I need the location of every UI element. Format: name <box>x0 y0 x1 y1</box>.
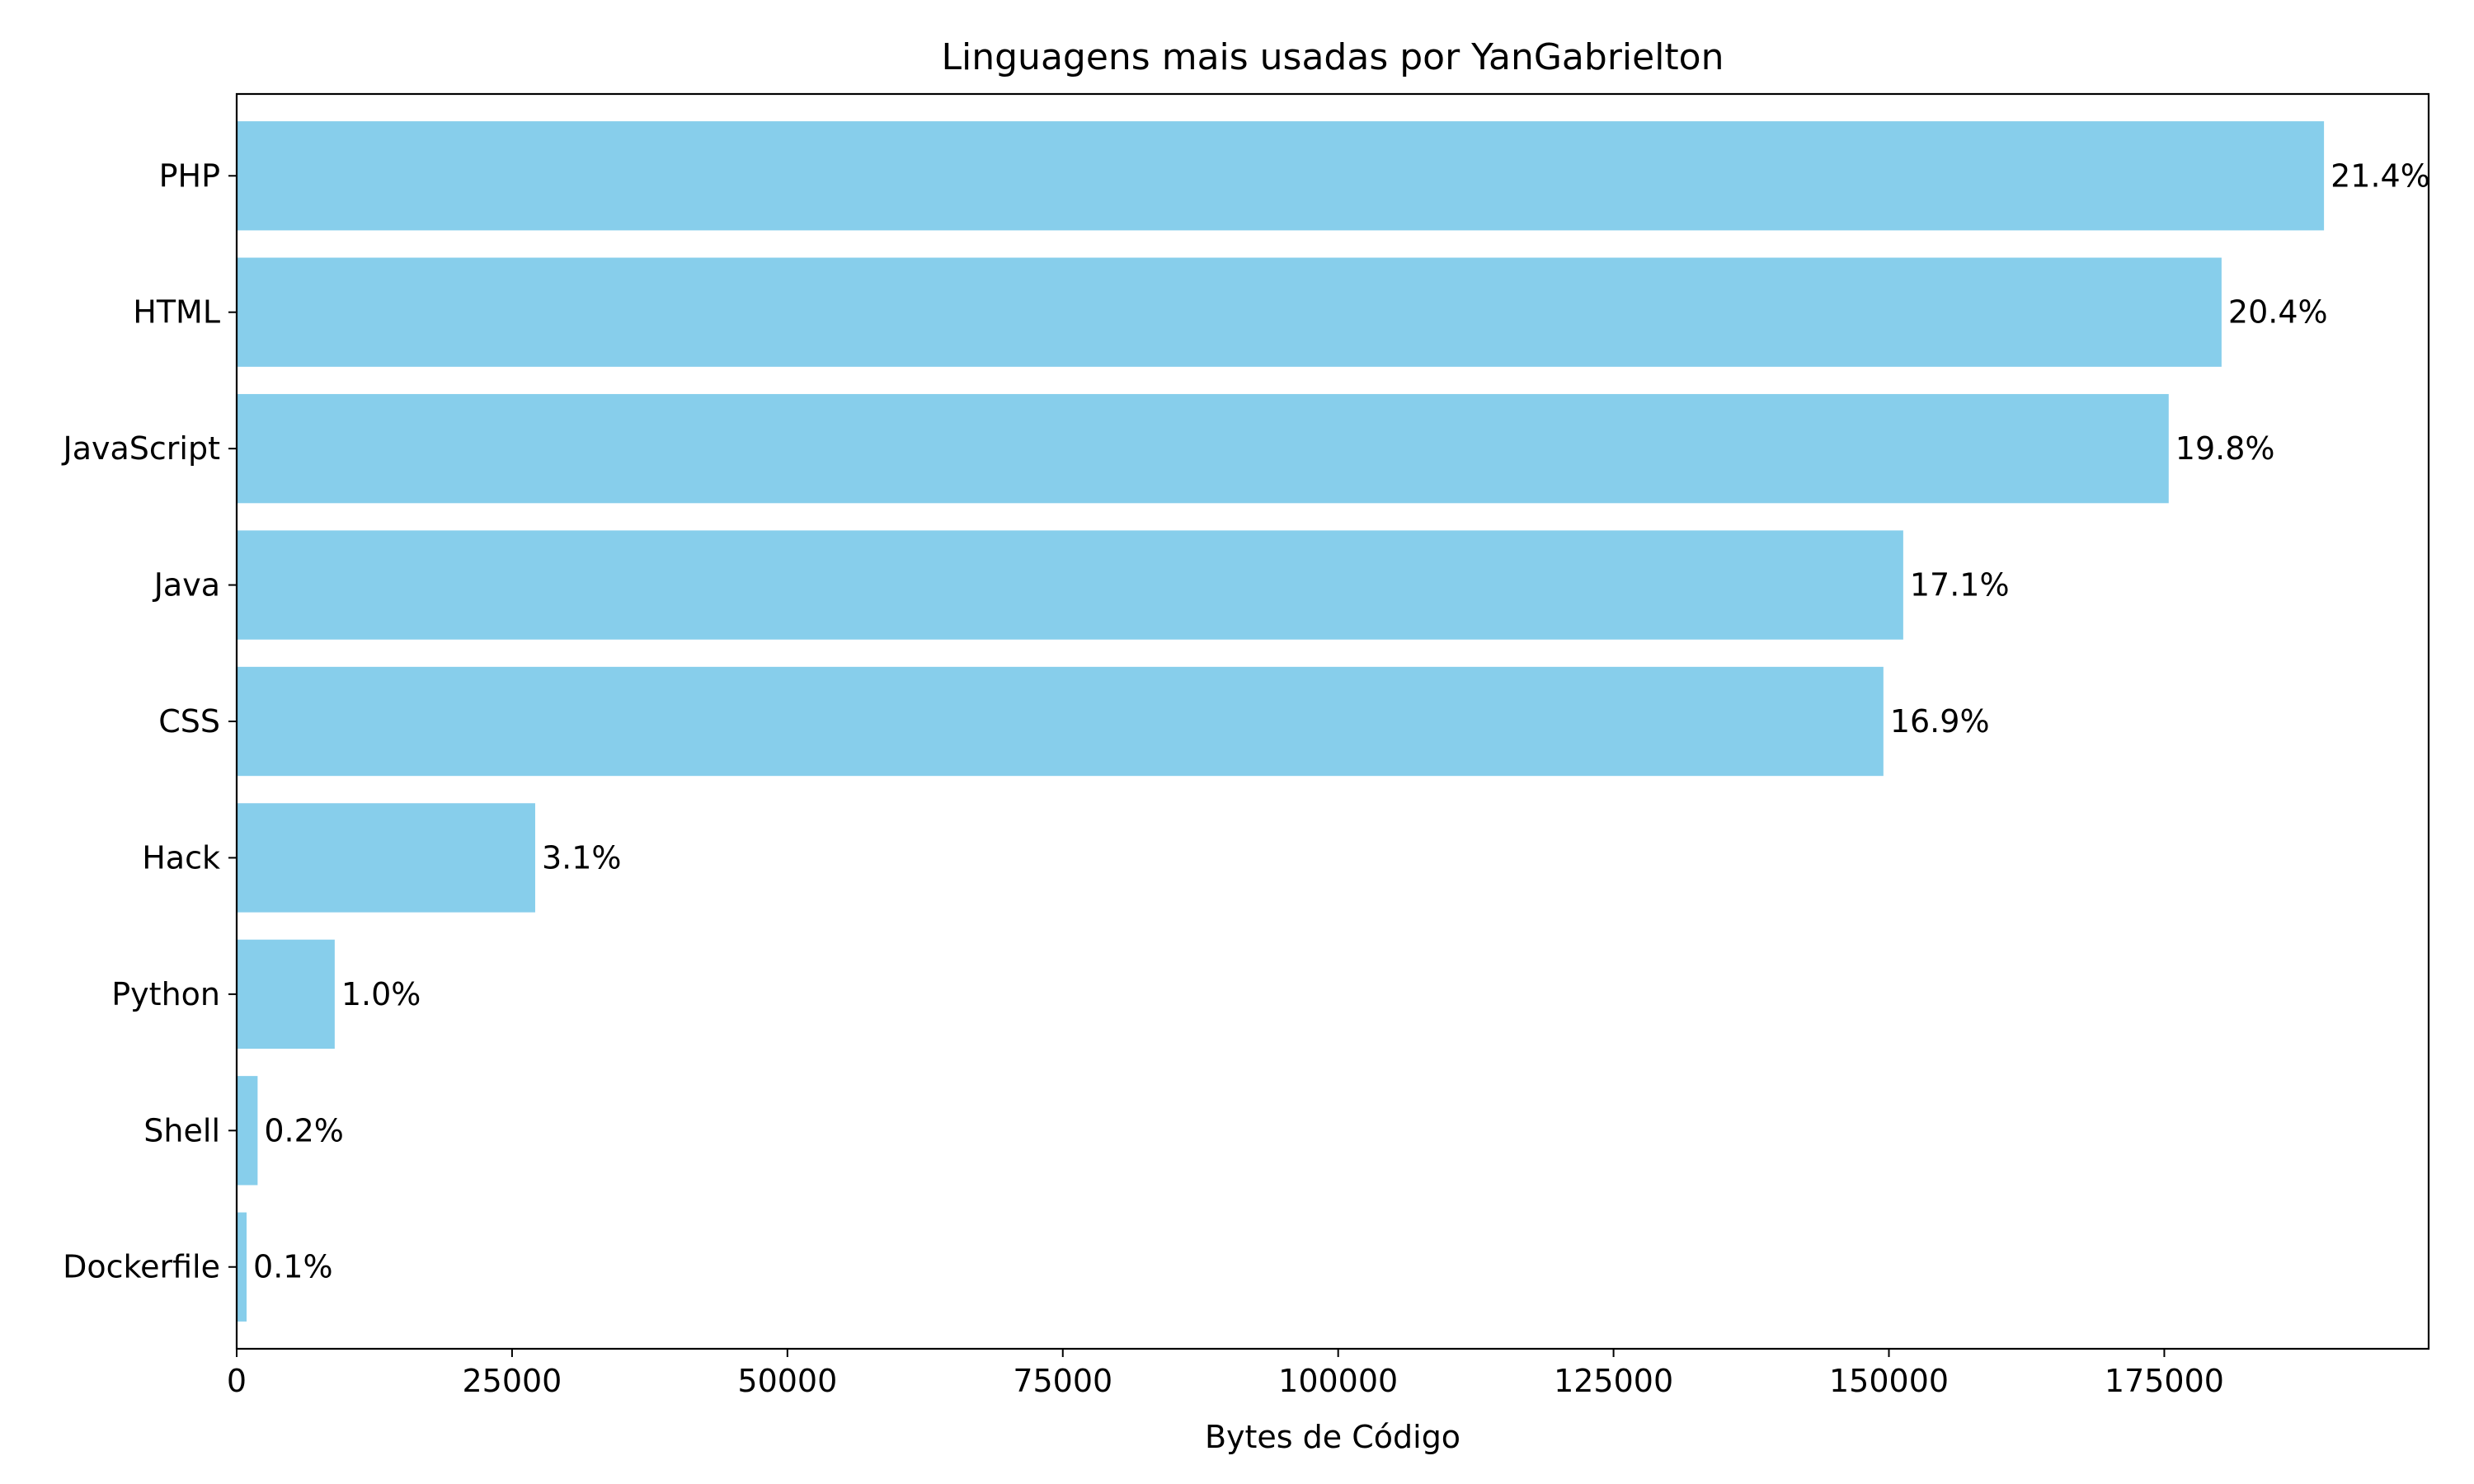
y-tick-label: PHP <box>159 157 220 194</box>
chart-title: Linguagens mais usadas por YanGabrielton <box>942 36 1724 78</box>
bar <box>237 939 335 1050</box>
x-tick-label: 0 <box>227 1363 247 1399</box>
bar-value-label: 1.0% <box>341 976 421 1012</box>
plot-area-frame <box>235 92 2430 1350</box>
y-tick-label: HTML <box>133 294 220 331</box>
y-tick-label: JavaScript <box>62 430 220 467</box>
bar-value-label: 3.1% <box>542 839 622 876</box>
y-tick-label: Python <box>111 976 220 1012</box>
bar <box>237 803 535 913</box>
x-tick-label: 175000 <box>2105 1363 2224 1399</box>
x-tick-label: 25000 <box>462 1363 562 1399</box>
bar-value-label: 17.1% <box>1910 567 2010 603</box>
bar-value-label: 19.8% <box>2175 430 2275 467</box>
bar-value-label: 21.4% <box>2331 157 2430 194</box>
bars-layer: 21.4% 20.4% 19.8% 17.1% 16.9% 3.1% 1.0% 0.2% 0.1… <box>237 121 2430 1322</box>
bar <box>237 257 2222 367</box>
y-tick-label: Dockerfile <box>63 1249 220 1285</box>
bar <box>237 1212 247 1322</box>
bar-value-label: 0.1% <box>253 1249 333 1285</box>
x-tick-label: 150000 <box>1829 1363 1949 1399</box>
bar-value-label: 16.9% <box>1890 703 1990 740</box>
axes-layer: 0 25000 50000 75000 100000 125000 150000 175000… <box>62 157 2224 1399</box>
y-tick-label: Shell <box>143 1112 220 1148</box>
y-tick-label: Hack <box>142 839 220 876</box>
bar <box>237 121 2325 231</box>
bar-value-label: 20.4% <box>2228 294 2328 331</box>
bar <box>237 530 1903 640</box>
y-tick-label: Java <box>153 567 220 603</box>
y-tick-label: CSS <box>158 703 220 740</box>
x-tick-label: 125000 <box>1554 1363 1673 1399</box>
x-tick-label: 75000 <box>1013 1363 1112 1399</box>
x-tick-label: 100000 <box>1278 1363 1398 1399</box>
x-tick-label: 50000 <box>737 1363 837 1399</box>
bar <box>237 1076 258 1186</box>
x-axis-label: Bytes de Código <box>1205 1419 1460 1455</box>
bar <box>237 666 1884 777</box>
bar <box>237 393 2169 504</box>
bar-value-label: 0.2% <box>264 1112 344 1148</box>
